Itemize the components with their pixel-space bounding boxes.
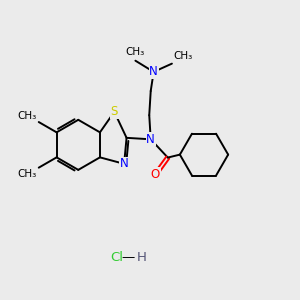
- Text: CH₃: CH₃: [126, 47, 145, 57]
- Text: Cl: Cl: [110, 251, 124, 264]
- Text: N: N: [120, 157, 128, 170]
- Text: —: —: [121, 251, 134, 264]
- Text: N: N: [149, 65, 158, 78]
- Text: CH₃: CH₃: [17, 169, 36, 179]
- Text: S: S: [111, 105, 118, 118]
- Text: CH₃: CH₃: [17, 111, 36, 121]
- Text: H: H: [137, 251, 147, 264]
- Text: O: O: [151, 168, 160, 181]
- Text: N: N: [146, 133, 155, 146]
- Text: CH₃: CH₃: [173, 51, 193, 61]
